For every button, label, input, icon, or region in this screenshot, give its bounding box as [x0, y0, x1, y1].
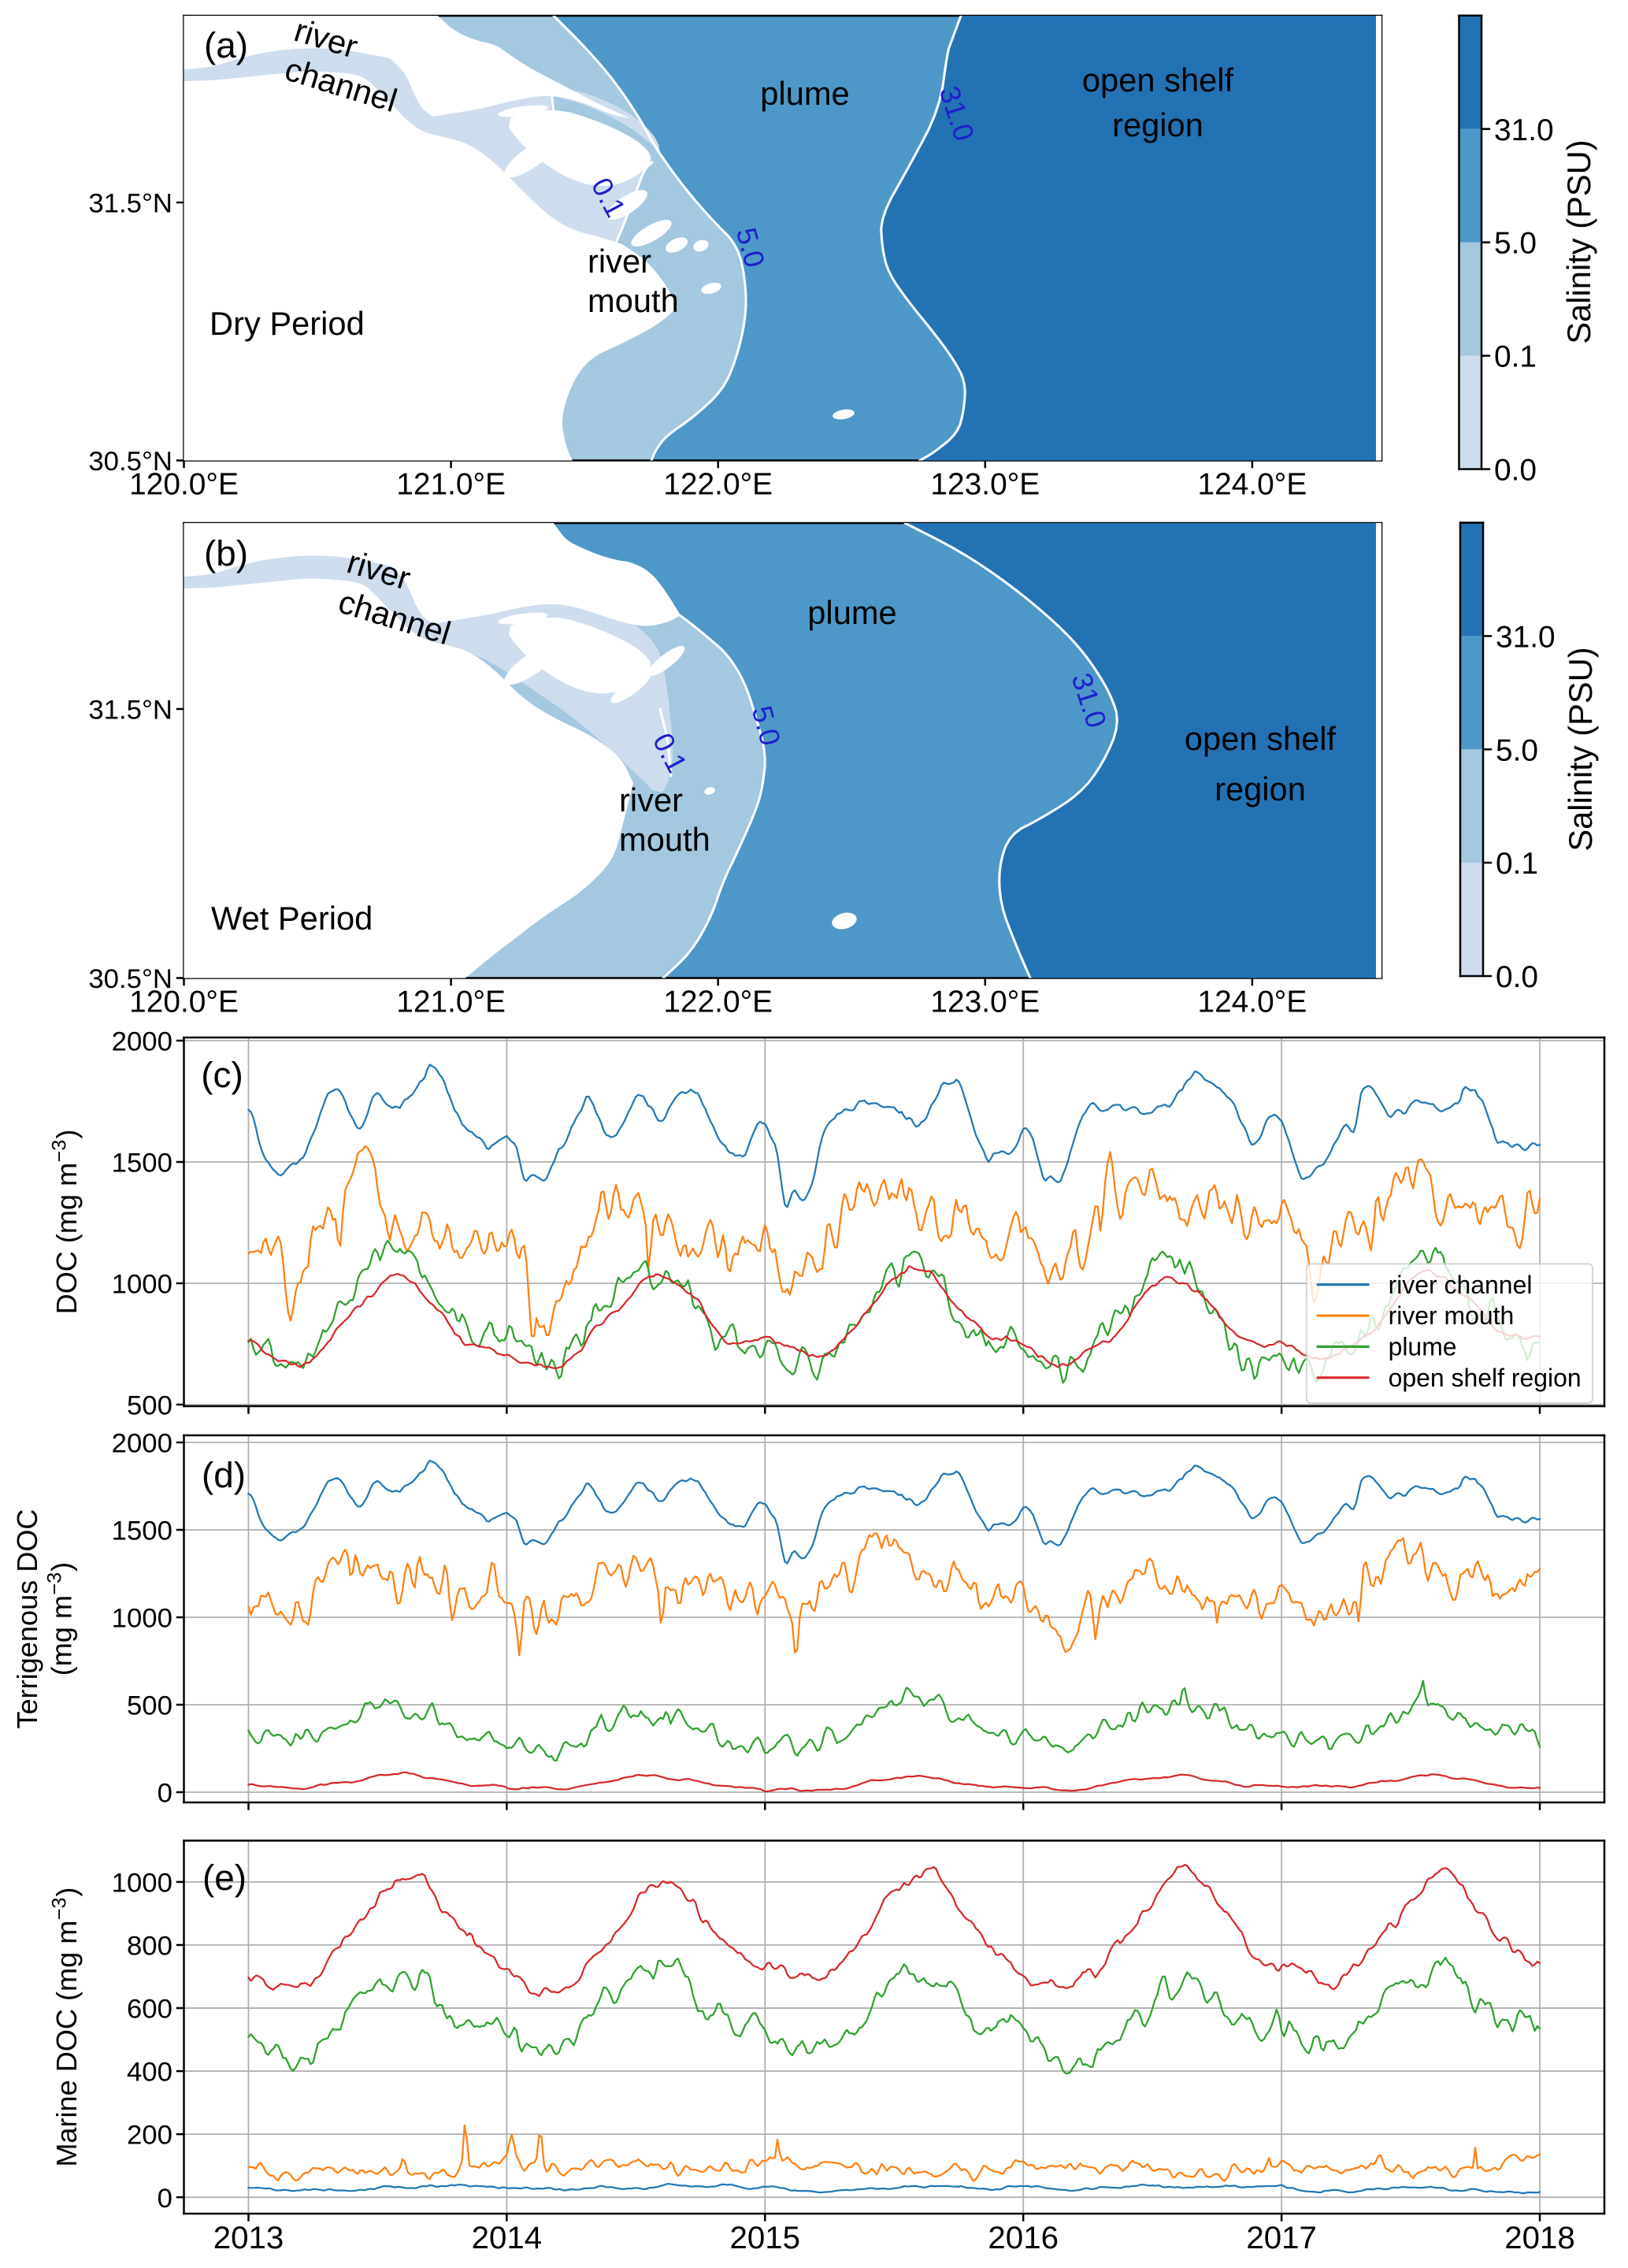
svg-text:5.0: 5.0 [1496, 733, 1538, 767]
svg-text:1000: 1000 [112, 1270, 172, 1300]
svg-text:Wet Period: Wet Period [211, 900, 373, 937]
svg-text:123.0°E: 123.0°E [930, 467, 1040, 501]
svg-text:124.0°E: 124.0°E [1198, 985, 1307, 1019]
svg-text:600: 600 [127, 1995, 172, 2025]
svg-text:1000: 1000 [112, 1604, 172, 1634]
svg-text:M a r i n: M a r i n e D O C ( m g m ) − 3 [48, 1882, 82, 2166]
svg-text:region: region [1112, 106, 1203, 143]
svg-text:123.0°E: 123.0°E [930, 985, 1040, 1019]
svg-text:(e): (e) [202, 1858, 247, 1898]
svg-text:0: 0 [158, 2184, 172, 2214]
svg-text:0.1: 0.1 [1494, 340, 1537, 374]
svg-text:2014: 2014 [472, 2220, 543, 2255]
svg-text:122.0°E: 122.0°E [663, 985, 773, 1019]
svg-text:(a): (a) [204, 25, 248, 65]
svg-text:400: 400 [127, 2058, 172, 2088]
svg-text:2017: 2017 [1246, 2220, 1317, 2255]
svg-text:2000: 2000 [112, 1027, 172, 1057]
svg-text:30.5°N: 30.5°N [88, 964, 172, 994]
svg-text:open shelf region: open shelf region [1389, 1364, 1582, 1392]
svg-text:river channel: river channel [1389, 1271, 1533, 1299]
svg-text:121.0°E: 121.0°E [396, 467, 506, 501]
svg-text:river: river [588, 243, 651, 280]
svg-text:30.5°N: 30.5°N [88, 447, 172, 477]
svg-text:2000: 2000 [112, 1429, 172, 1459]
svg-text:D O C (: D O C ( m g m ) − 3 [48, 1124, 82, 1314]
svg-text:(d): (d) [202, 1455, 246, 1495]
svg-text:120.0°E: 120.0°E [129, 985, 239, 1019]
svg-text:1500: 1500 [112, 1516, 172, 1546]
svg-text:Salinity (PSU): Salinity (PSU) [1560, 139, 1597, 343]
svg-text:200: 200 [127, 2121, 172, 2151]
svg-text:31.0: 31.0 [1494, 113, 1554, 147]
svg-text:2013: 2013 [213, 2220, 284, 2255]
svg-text:31.5°N: 31.5°N [88, 189, 172, 219]
svg-text:Salinity (PSU): Salinity (PSU) [1562, 647, 1599, 851]
svg-text:Dry Period: Dry Period [210, 305, 365, 342]
svg-text:( m g m: ( m g m ) − 3 [43, 1557, 77, 1676]
svg-text:region: region [1215, 770, 1306, 807]
svg-text:121.0°E: 121.0°E [396, 985, 506, 1019]
svg-text:0.0: 0.0 [1494, 454, 1537, 488]
svg-text:124.0°E: 124.0°E [1198, 467, 1307, 501]
svg-text:2016: 2016 [988, 2220, 1059, 2255]
svg-text:river: river [619, 781, 683, 818]
svg-text:open shelf: open shelf [1185, 720, 1337, 757]
svg-text:0.1: 0.1 [1496, 847, 1538, 881]
svg-text:0.0: 0.0 [1496, 960, 1538, 994]
svg-text:2018: 2018 [1504, 2220, 1575, 2255]
svg-text:mouth: mouth [619, 821, 710, 858]
svg-text:500: 500 [127, 1391, 172, 1421]
svg-text:500: 500 [127, 1691, 172, 1721]
svg-text:(c): (c) [201, 1055, 243, 1095]
svg-text:(b): (b) [204, 533, 248, 573]
svg-text:1500: 1500 [112, 1149, 172, 1179]
svg-text:plume: plume [760, 75, 849, 112]
svg-text:plume: plume [1389, 1333, 1457, 1361]
svg-text:31.5°N: 31.5°N [88, 696, 172, 726]
svg-text:122.0°E: 122.0°E [663, 467, 773, 501]
svg-text:2015: 2015 [730, 2220, 801, 2255]
svg-text:120.0°E: 120.0°E [129, 467, 239, 501]
svg-text:5.0: 5.0 [1494, 227, 1537, 261]
svg-text:31.0: 31.0 [1496, 620, 1556, 654]
svg-text:plume: plume [807, 594, 896, 631]
svg-text:1000: 1000 [112, 1869, 172, 1899]
svg-text:river mouth: river mouth [1389, 1301, 1515, 1330]
svg-text:mouth: mouth [588, 282, 679, 319]
svg-text:open shelf: open shelf [1082, 61, 1234, 98]
svg-text:0: 0 [158, 1779, 172, 1809]
svg-text:800: 800 [127, 1932, 172, 1962]
svg-text:Terrigenous DOC: Terrigenous DOC [11, 1509, 43, 1729]
